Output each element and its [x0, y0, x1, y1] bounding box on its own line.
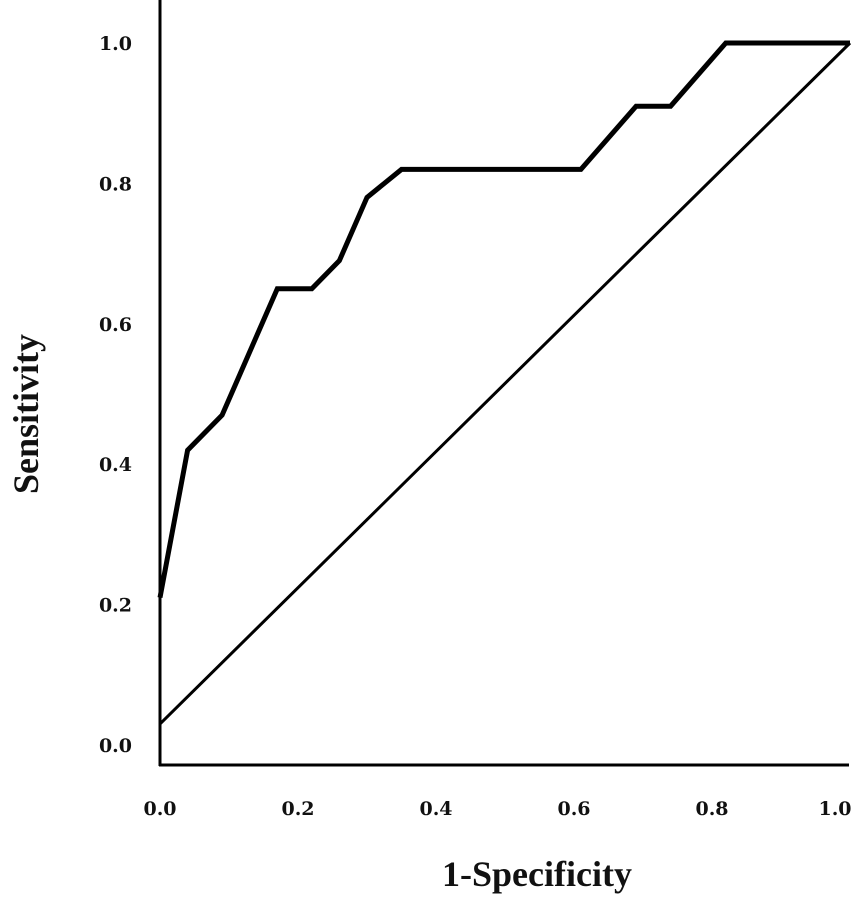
x-tick-label: 0.6 [557, 798, 590, 820]
y-tick-label: 0.8 [99, 173, 132, 195]
roc-curve-line [157, 40, 850, 599]
x-tick-label: 1.0 [818, 798, 851, 820]
reference-diagonal-line [158, 41, 852, 725]
y-tick-label: 0.0 [99, 735, 132, 757]
x-tick-label: 0.4 [419, 798, 452, 820]
y-tick-label: 0.4 [99, 454, 132, 476]
x-tick-label: 0.8 [695, 798, 728, 820]
x-axis-title: 1-Specificity [442, 854, 632, 894]
y-tick-label: 0.6 [99, 314, 132, 336]
y-tick-label: 1.0 [99, 33, 132, 55]
y-axis-title: Sensitivity [6, 334, 46, 494]
x-tick-label: 0.0 [143, 798, 176, 820]
y-tick-label: 0.2 [99, 595, 132, 617]
x-tick-label: 0.2 [281, 798, 314, 820]
